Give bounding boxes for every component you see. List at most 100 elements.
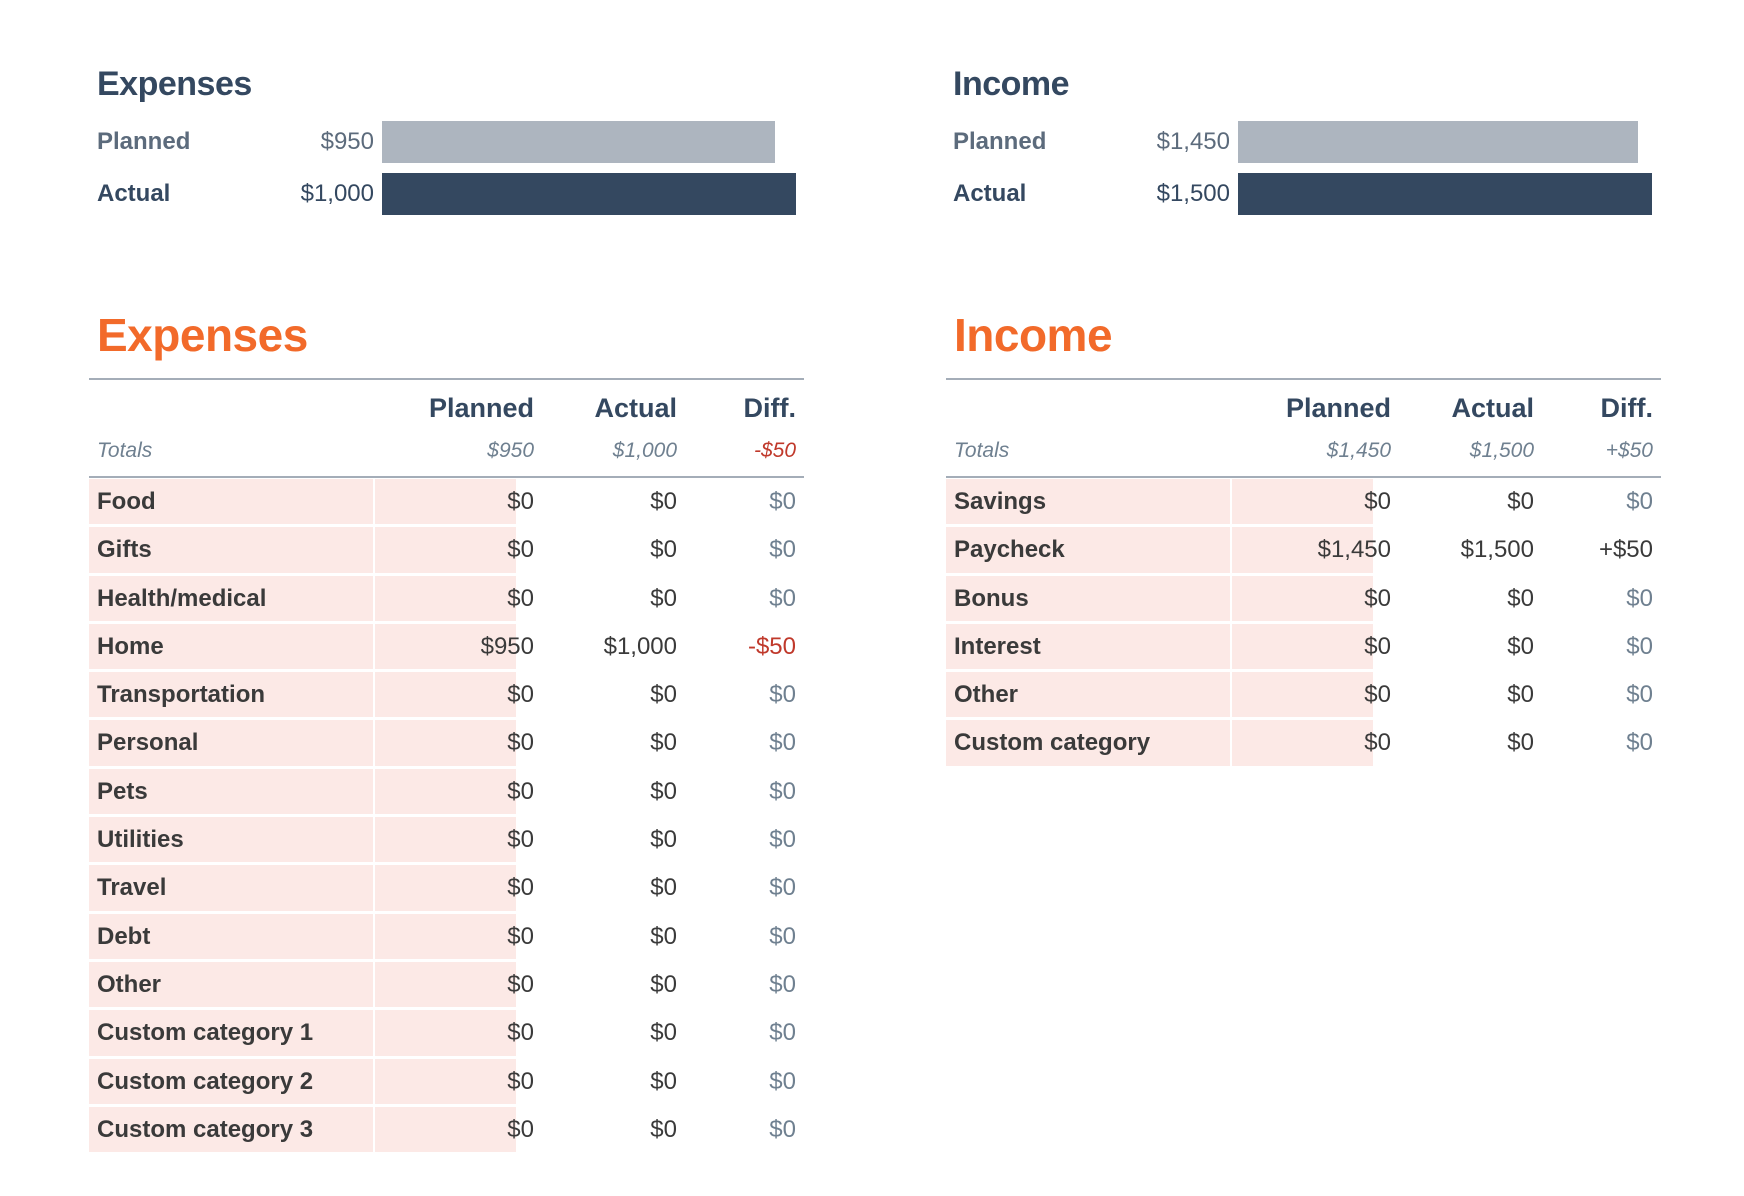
- totals-row: Totals $1,450 $1,500 +$50: [946, 430, 1661, 478]
- planned-cell[interactable]: [1232, 623, 1373, 670]
- planned-cell[interactable]: [375, 961, 516, 1008]
- table-row: Custom category 3 $0 $0 $0: [89, 1106, 804, 1154]
- planned-cell[interactable]: [1232, 479, 1373, 525]
- category-cell[interactable]: [89, 865, 373, 911]
- category-cell[interactable]: [89, 527, 373, 573]
- category-cell[interactable]: [946, 672, 1230, 718]
- actual-value: $0: [650, 1115, 677, 1143]
- column-header-planned: Planned: [428, 393, 534, 423]
- table-row: Gifts $0 $0 $0: [89, 526, 804, 574]
- planned-cell[interactable]: [375, 913, 516, 959]
- diff-value: $0: [769, 536, 796, 564]
- actual-value: $0: [650, 488, 677, 515]
- totals-label: Totals: [954, 439, 1010, 462]
- category-cell[interactable]: [89, 623, 373, 670]
- planned-cell[interactable]: [1232, 527, 1373, 573]
- actual-row: Actual $1,000: [97, 173, 817, 225]
- expenses-table-section: Expenses Planned Actual Diff. Totals $950 $1,0…: [89, 300, 804, 1154]
- planned-cell[interactable]: [375, 817, 516, 863]
- category-cell[interactable]: [89, 1106, 373, 1153]
- planned-cell[interactable]: [375, 1058, 516, 1104]
- actual-value: $0: [650, 584, 677, 612]
- planned-cell[interactable]: [375, 865, 516, 911]
- planned-cell[interactable]: [1232, 720, 1373, 766]
- category-cell[interactable]: [946, 479, 1230, 525]
- category-name: Debt: [97, 922, 151, 950]
- actual-value: $0: [1507, 729, 1534, 757]
- planned-label: Planned: [953, 128, 1047, 155]
- actual-value: $0: [650, 1067, 677, 1095]
- category-cell[interactable]: [89, 479, 373, 525]
- actual-value: $0: [650, 681, 677, 709]
- actual-label: Actual: [97, 180, 171, 207]
- planned-value: $0: [507, 488, 534, 515]
- category-cell[interactable]: [946, 623, 1230, 670]
- diff-value: $0: [769, 777, 796, 805]
- planned-cell[interactable]: [1232, 672, 1373, 718]
- category-cell[interactable]: [89, 817, 373, 863]
- actual-value: $0: [650, 970, 677, 998]
- actual-value: $0: [1507, 632, 1534, 660]
- planned-cell[interactable]: [375, 527, 516, 573]
- category-cell[interactable]: [89, 768, 373, 815]
- planned-value: $0: [507, 970, 534, 998]
- planned-label: Planned: [97, 128, 191, 155]
- category-name: Custom category 3: [97, 1115, 314, 1143]
- totals-diff: -$50: [753, 439, 796, 462]
- expenses-summary: Expenses Planned $950 Actual $1,000: [97, 60, 817, 225]
- table-header: Planned Actual Diff.: [946, 380, 1661, 430]
- actual-value: $1,500: [1156, 180, 1230, 207]
- diff-value: $0: [769, 1067, 796, 1095]
- category-name: Custom category 2: [97, 1067, 314, 1095]
- column-header-actual: Actual: [594, 393, 677, 423]
- planned-cell[interactable]: [1232, 575, 1373, 621]
- totals-planned: $1,450: [1326, 439, 1391, 462]
- table-row: Health/medical $0 $0 $0: [89, 575, 804, 623]
- diff-value: $0: [769, 1019, 796, 1047]
- category-cell[interactable]: [946, 527, 1230, 573]
- planned-cell[interactable]: [375, 479, 516, 525]
- planned-cell[interactable]: [375, 1010, 516, 1056]
- planned-cell[interactable]: [375, 575, 516, 621]
- planned-cell[interactable]: [375, 1106, 516, 1153]
- category-cell[interactable]: [89, 913, 373, 959]
- category-name: Food: [97, 488, 156, 515]
- planned-value: $0: [507, 874, 534, 902]
- category-cell[interactable]: [946, 575, 1230, 621]
- category-cell[interactable]: [89, 672, 373, 718]
- planned-cell[interactable]: [375, 672, 516, 718]
- planned-value: $950: [320, 128, 374, 155]
- table-row: Other $0 $0 $0: [89, 961, 804, 1009]
- category-cell[interactable]: [89, 1010, 373, 1056]
- category-cell[interactable]: [89, 575, 373, 621]
- diff-value: $0: [1626, 488, 1653, 515]
- income-table-section: Income Planned Actual Diff. Totals $1,450 $1,5…: [946, 300, 1661, 768]
- planned-value: $0: [1364, 584, 1391, 612]
- diff-value: $0: [1626, 632, 1653, 660]
- category-name: Interest: [954, 632, 1041, 660]
- planned-cell[interactable]: [375, 623, 516, 670]
- planned-value: $0: [507, 729, 534, 757]
- category-cell[interactable]: [89, 1058, 373, 1104]
- planned-cell[interactable]: [375, 720, 516, 766]
- category-cell[interactable]: [946, 720, 1230, 766]
- diff-value: $0: [1626, 584, 1653, 612]
- table-row: Savings $0 $0 $0: [946, 478, 1661, 526]
- category-name: Other: [954, 681, 1019, 709]
- table-row: Bonus $0 $0 $0: [946, 575, 1661, 623]
- summary-title: Income: [953, 65, 1070, 103]
- table-row: Debt $0 $0 $0: [89, 913, 804, 961]
- category-cell[interactable]: [89, 961, 373, 1008]
- planned-cell[interactable]: [375, 768, 516, 815]
- category-cell[interactable]: [89, 720, 373, 766]
- column-header-actual: Actual: [1451, 393, 1534, 423]
- planned-value: $0: [507, 681, 534, 709]
- category-name: Other: [97, 970, 162, 998]
- table-row: Paycheck $1,450 $1,500 +$50: [946, 526, 1661, 574]
- table-row: Home $950 $1,000 -$50: [89, 623, 804, 671]
- category-name: Home: [97, 632, 164, 660]
- actual-row: Actual $1,500: [953, 173, 1673, 225]
- planned-value: $0: [507, 1115, 534, 1143]
- planned-value: $0: [1364, 488, 1391, 515]
- category-name: Utilities: [97, 826, 184, 854]
